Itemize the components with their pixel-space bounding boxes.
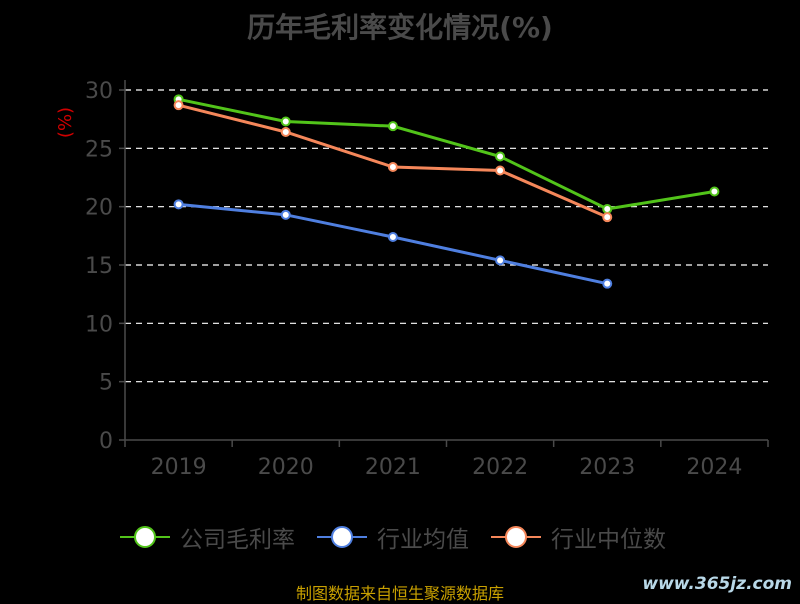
legend-item-industry-avg[interactable]: 行业均值 xyxy=(317,520,469,554)
y-tick-label: 15 xyxy=(85,254,113,279)
legend-label: 公司毛利率 xyxy=(180,527,295,553)
data-point xyxy=(280,116,291,127)
series-line xyxy=(178,202,608,286)
data-point xyxy=(602,212,613,223)
legend-label: 行业中位数 xyxy=(551,527,666,553)
data-point xyxy=(173,100,184,111)
legend-label: 行业均值 xyxy=(377,527,469,553)
data-point xyxy=(495,255,506,266)
y-tick-label: 25 xyxy=(85,137,113,162)
chart-title: 历年毛利率变化情况(%) xyxy=(247,11,553,44)
data-point xyxy=(387,232,398,242)
legend-item-industry-median[interactable]: 行业中位数 xyxy=(491,520,666,554)
data-point xyxy=(602,278,613,289)
x-tick-label: 2024 xyxy=(686,455,742,480)
watermark-logo: www.365jz.com xyxy=(642,574,792,594)
x-tick-label: 2021 xyxy=(365,455,421,480)
y-tick-label: 20 xyxy=(85,196,113,221)
chart-legend: 公司毛利率 行业均值 行业中位数 xyxy=(120,520,666,554)
data-point xyxy=(387,162,398,172)
y-tick-label: 10 xyxy=(85,312,113,337)
y-tick-label: 5 xyxy=(99,371,113,396)
data-point xyxy=(173,199,184,210)
data-source-note: 制图数据来自恒生聚源数据库 xyxy=(295,584,504,603)
y-tick-label: 30 xyxy=(85,79,113,104)
data-point xyxy=(280,209,291,220)
x-tick-label: 2023 xyxy=(579,455,635,480)
y-tick-label: 0 xyxy=(99,429,113,454)
data-point xyxy=(280,127,291,137)
legend-marker-icon xyxy=(491,526,541,548)
data-point xyxy=(495,165,506,176)
data-point xyxy=(387,121,398,132)
series-line xyxy=(178,97,715,211)
data-point xyxy=(602,204,613,214)
x-tick-label: 2022 xyxy=(472,455,528,480)
data-point xyxy=(495,151,506,162)
legend-item-company[interactable]: 公司毛利率 xyxy=(120,520,295,554)
data-point xyxy=(709,186,720,197)
legend-marker-icon xyxy=(120,526,170,548)
x-tick-label: 2020 xyxy=(258,455,314,480)
x-tick-label: 2019 xyxy=(151,455,207,480)
legend-marker-icon xyxy=(317,526,367,548)
